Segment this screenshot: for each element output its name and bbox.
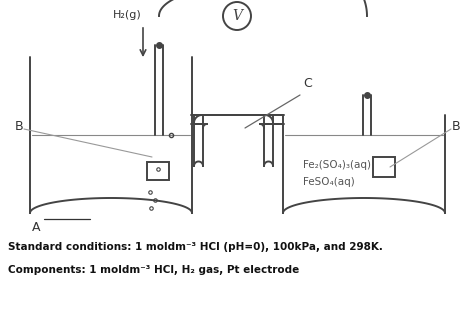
Text: FeSO₄(aq): FeSO₄(aq) (303, 177, 355, 187)
Text: Components: 1 moldm⁻³ HCl, H₂ gas, Pt electrode: Components: 1 moldm⁻³ HCl, H₂ gas, Pt el… (8, 265, 299, 275)
Text: B: B (14, 120, 23, 133)
Text: H₂(g): H₂(g) (113, 10, 141, 20)
Text: C: C (303, 77, 312, 90)
Circle shape (223, 2, 251, 30)
Text: B: B (452, 120, 461, 133)
Text: Fe₂(SO₄)₃(aq): Fe₂(SO₄)₃(aq) (303, 160, 371, 170)
Bar (147, 162, 169, 180)
Text: A: A (32, 221, 40, 234)
Text: Standard conditions: 1 moldm⁻³ HCl (pH=0), 100kPa, and 298K.: Standard conditions: 1 moldm⁻³ HCl (pH=0… (8, 242, 383, 252)
Bar (373, 157, 395, 177)
Text: V: V (232, 9, 242, 23)
